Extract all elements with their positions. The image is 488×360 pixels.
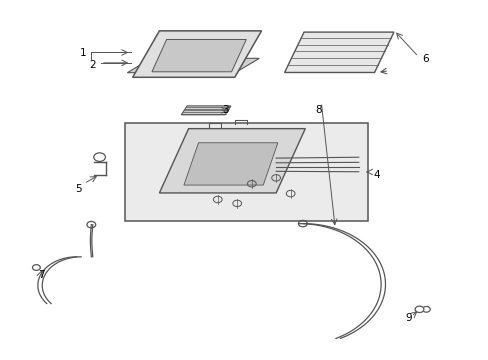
Polygon shape — [127, 58, 259, 73]
Text: 8: 8 — [315, 105, 322, 115]
Text: 3: 3 — [222, 105, 229, 115]
Text: 4: 4 — [372, 170, 379, 180]
Polygon shape — [181, 106, 230, 115]
Text: 1: 1 — [80, 48, 86, 58]
Polygon shape — [152, 40, 246, 72]
Text: 6: 6 — [421, 54, 427, 64]
Bar — [125, 123, 368, 221]
Text: 7: 7 — [38, 270, 44, 280]
Polygon shape — [159, 129, 305, 193]
Text: 2: 2 — [89, 60, 96, 69]
Text: 5: 5 — [75, 184, 81, 194]
Text: 9: 9 — [405, 312, 411, 323]
Polygon shape — [132, 31, 261, 77]
Polygon shape — [284, 32, 393, 72]
Polygon shape — [183, 143, 277, 185]
